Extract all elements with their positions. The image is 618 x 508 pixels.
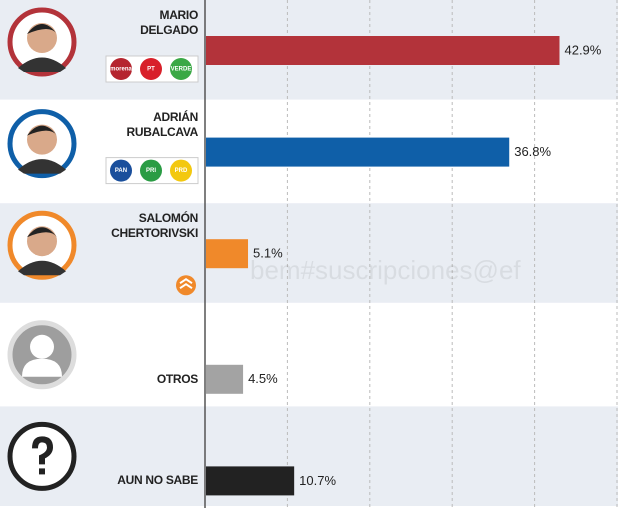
avatar-hair [27, 24, 57, 34]
bar [206, 364, 244, 394]
category-label: MARIO DELGADO [140, 8, 198, 37]
avatar-body [18, 159, 66, 174]
avatar-body [18, 57, 66, 72]
bar [206, 137, 510, 167]
value-label: 42.9% [564, 42, 601, 57]
question-dot [39, 468, 45, 475]
watermark: bem#suscripciones@ef [250, 255, 521, 285]
party-logo [170, 159, 192, 182]
party-logo-mark [179, 277, 193, 290]
category-label: SALOMÓN CHERTORIVSKI [111, 211, 198, 241]
avatar-icon-body [22, 358, 62, 377]
value-label: 4.5% [248, 371, 278, 386]
category-label: AUN NO SABE [117, 473, 198, 488]
party-logo-text: PAN [115, 168, 127, 174]
party-logo [140, 159, 162, 182]
avatar-hair [27, 125, 57, 136]
party-logo-text: PT [147, 67, 155, 73]
row-background [0, 203, 618, 303]
party-logo [140, 58, 162, 80]
category-label: ADRIÁN RUBALCAVA [126, 109, 198, 139]
avatar-body [18, 260, 66, 276]
avatar-hair [27, 227, 57, 238]
bar [206, 239, 249, 269]
party-logo-text: PRD [175, 168, 188, 174]
party-logo-text: VERDE [171, 67, 192, 73]
party-logo [110, 58, 132, 80]
question-icon [32, 436, 53, 465]
party-logo [170, 58, 192, 80]
row-background [0, 304, 618, 405]
party-logo-text: morena [110, 67, 132, 73]
party-logo-text: PRI [146, 168, 156, 174]
party-logo [110, 159, 132, 182]
value-label: 10.7% [299, 473, 336, 488]
avatar-icon-head [30, 334, 54, 359]
bar [206, 36, 560, 65]
bar [206, 466, 295, 496]
value-label: 5.1% [253, 246, 283, 261]
category-label: OTROS [156, 371, 198, 386]
value-label: 36.8% [514, 144, 551, 159]
row-background [0, 406, 618, 506]
